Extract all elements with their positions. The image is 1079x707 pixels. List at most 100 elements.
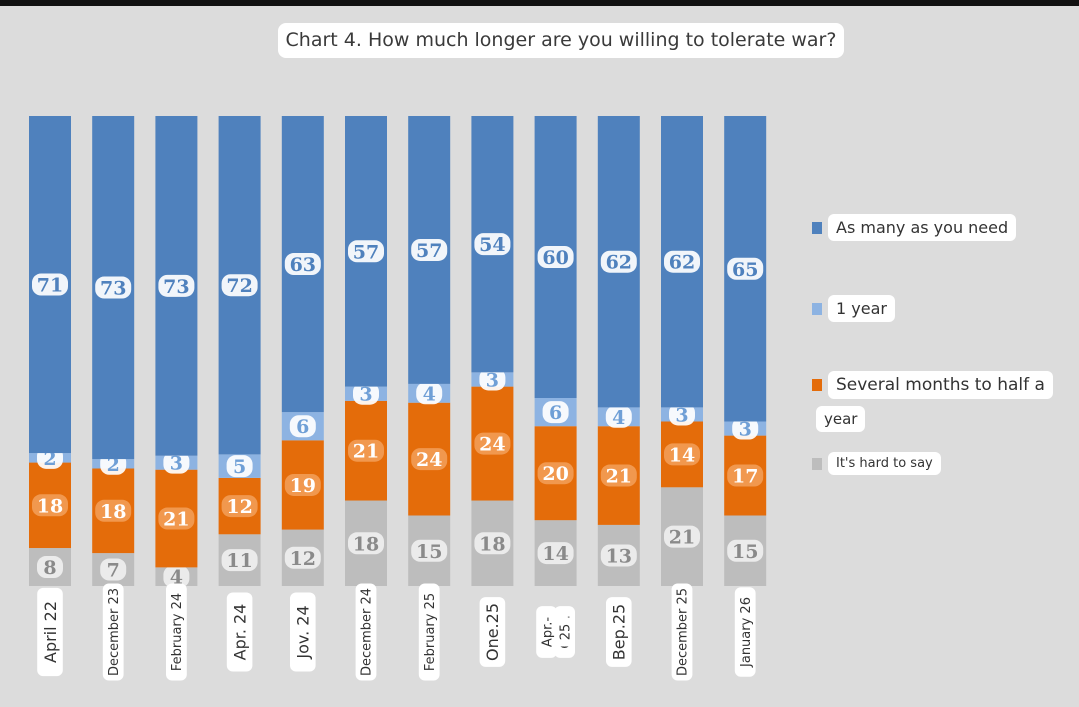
data-label-bg-need (664, 250, 700, 273)
category-label-text: January 26 (739, 597, 754, 668)
data-label-bg-need (284, 253, 321, 276)
chart-title: Chart 4. How much longer are you willing… (278, 23, 844, 58)
legend-label-year: 1 year (828, 295, 895, 322)
data-label-bg-hard (727, 539, 764, 562)
category-label-bg (165, 583, 187, 681)
data-label-bg-hard (284, 546, 321, 569)
category-label-text: April 22 (41, 601, 60, 663)
category-label-text: Apr.- (540, 617, 555, 647)
data-label-half: 24 (416, 449, 442, 471)
legend-label-need: As many as you need (828, 214, 1017, 241)
data-label-hard: 18 (479, 533, 505, 555)
data-label-bg-year (416, 382, 443, 405)
data-label-half: 21 (606, 466, 632, 488)
category-label-bg (734, 587, 756, 677)
legend-label-half: Several months to half a (828, 371, 1053, 399)
legend-item-hard: It's hard to say (812, 452, 941, 475)
data-label-bg-need (95, 276, 132, 299)
category-label-bg (536, 606, 557, 658)
data-label-half: 18 (100, 501, 126, 523)
category-label-text: Jov. 24 (294, 605, 313, 659)
data-label-bg-half (32, 494, 68, 517)
data-label-bg-hard (100, 558, 127, 581)
data-label-half: 12 (226, 496, 252, 518)
data-label-bg-half (727, 464, 764, 487)
legend-item-need: As many as you need (812, 214, 1017, 241)
data-label-bg-need (221, 274, 258, 297)
data-label-need: 57 (353, 241, 379, 263)
category-label-bg (605, 597, 632, 667)
data-label-bg-half (158, 507, 195, 530)
legend-label-hard: It's hard to say (828, 452, 941, 475)
data-label-bg-year (605, 405, 632, 428)
data-label-bg-half (600, 464, 637, 487)
category-label-january-26: January 26 (734, 587, 756, 677)
data-label-year: 6 (296, 416, 309, 438)
data-label-year: 3 (359, 384, 372, 406)
category-label-bg (289, 592, 316, 672)
category-label-bg (479, 597, 506, 667)
data-label-bg-hard (474, 532, 511, 555)
data-label-need: 60 (542, 247, 568, 269)
data-label-year: 3 (170, 453, 183, 475)
data-label-hard: 14 (542, 543, 568, 565)
category-label-february-25: February 25 (418, 583, 440, 681)
data-label-bg-half (221, 495, 258, 518)
data-label-hard: 4 (170, 567, 183, 589)
data-label-hard: 13 (606, 545, 632, 567)
category-label-text: December 25 (676, 588, 691, 676)
data-label-hard: 12 (290, 548, 316, 570)
data-label-hard: 15 (732, 541, 758, 563)
category-label-text: December 24 (360, 588, 375, 676)
data-label-bg-need (537, 246, 574, 268)
legend-swatch-hard (812, 457, 822, 470)
data-label-bg-half (474, 432, 511, 455)
data-label-need: 62 (606, 252, 632, 274)
data-label-bg-hard (600, 544, 637, 567)
category-label-text: February 25 (423, 593, 438, 671)
data-label-half: 17 (732, 466, 758, 488)
data-label-bg-need (411, 238, 448, 261)
data-label-bg-half (537, 462, 574, 485)
data-label-need: 71 (37, 275, 63, 297)
data-label-bg-half (284, 473, 321, 496)
data-label-bg-hard (664, 525, 700, 548)
legend-item-half: Several months to half a (812, 371, 1053, 399)
data-label-hard: 7 (107, 560, 120, 582)
category-label-one-25: One.25 (479, 597, 506, 667)
data-label-bg-hard (163, 565, 190, 588)
category-label-text: December 23 (107, 588, 122, 676)
category-label-bg (554, 617, 575, 647)
category-label-april-22: April 22 (37, 587, 63, 677)
data-label-year: 5 (233, 456, 246, 478)
category-label-december-24: December 24 (355, 583, 377, 681)
data-label-bg-year (353, 382, 379, 405)
data-label-bg-half (348, 439, 384, 462)
data-label-hard: 18 (353, 533, 379, 555)
data-label-need: 73 (163, 276, 189, 298)
data-label-hard: 11 (226, 550, 252, 572)
data-label-year: 3 (675, 404, 688, 426)
data-label-half: 21 (353, 441, 379, 463)
data-label-hard: 21 (669, 527, 695, 549)
data-label-need: 72 (226, 275, 252, 297)
category-label-bg (102, 583, 124, 681)
data-label-bg-year (163, 451, 190, 474)
data-label-bg-year (289, 415, 316, 438)
legend-item-year: 1 year (812, 295, 895, 322)
data-label-bg-hard (37, 556, 63, 579)
data-label-year: 4 (423, 383, 436, 405)
category-label-february-24: February 24 (165, 583, 187, 681)
data-label-bg-hard (348, 532, 384, 555)
category-label-bg (226, 592, 253, 672)
category-label-text: 25 (558, 624, 573, 641)
data-label-half: 21 (163, 509, 189, 531)
data-label-half: 14 (669, 444, 695, 466)
category-label-bg (671, 583, 693, 681)
data-label-bg-need (727, 257, 764, 280)
data-label-bg-hard (221, 549, 258, 572)
data-label-bg-half (411, 448, 448, 471)
data-label-half: 18 (37, 495, 63, 517)
data-label-hard: 8 (43, 557, 56, 579)
